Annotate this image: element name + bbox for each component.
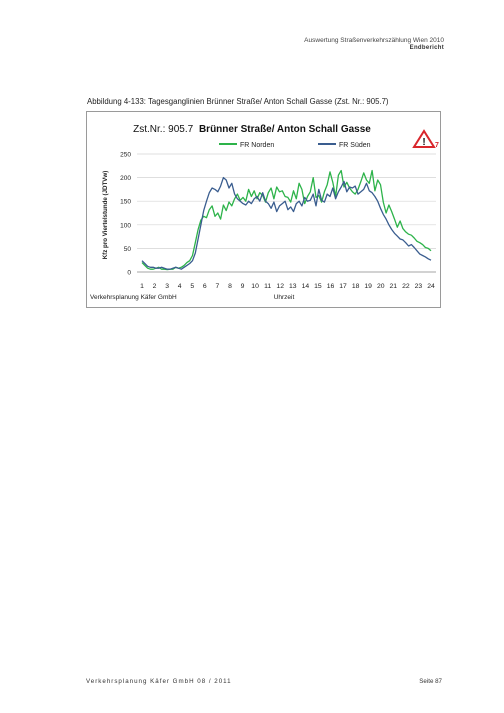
warning-triangle-icon: !	[412, 129, 436, 148]
footer-page-number: Seite 87	[419, 678, 442, 685]
x-tick-label: 18	[352, 283, 360, 290]
legend-label-norden: FR Norden	[240, 142, 274, 149]
svg-text:!: !	[422, 137, 425, 148]
x-tick-label: 11	[264, 283, 271, 290]
series-line-fr-sueden	[141, 176, 432, 270]
series-line-fr-norden	[141, 169, 432, 271]
page-header-subtitle: Endbericht	[409, 45, 444, 51]
y-tick-label: 250	[120, 152, 131, 159]
x-tick-label: 24	[427, 283, 435, 290]
page-header-title: Auswertung Straßenverkehrszählung Wien 2…	[304, 37, 444, 44]
y-axis-label: Kfz pro Viertelstunde (JDTVw)	[102, 171, 109, 260]
x-tick-label: 7	[216, 283, 220, 290]
x-tick-label: 17	[339, 283, 347, 290]
x-tick-label: 21	[390, 283, 398, 290]
chart-title: Zst.Nr.: 905.7 Brünner Straße/ Anton Sch…	[133, 124, 371, 135]
chart-title-bold: Brünner Straße/ Anton Schall Gasse	[199, 124, 371, 135]
x-axis-label: Uhrzeit	[274, 294, 295, 301]
figure-caption: Abbildung 4-133: Tagesganglinien Brünner…	[87, 97, 389, 106]
footer-company: Verkehrsplanung Käfer GmbH 08 / 2011	[86, 678, 232, 685]
x-tick-label: 15	[314, 283, 322, 290]
y-tick-label: 150	[120, 199, 131, 206]
x-tick-label: 4	[178, 283, 182, 290]
x-tick-label: 20	[377, 283, 385, 290]
x-tick-label: 5	[190, 283, 194, 290]
x-tick-label: 12	[276, 283, 284, 290]
series-layer	[141, 169, 432, 271]
warning-badge-number: 7	[435, 142, 439, 149]
legend-label-sueden: FR Süden	[339, 142, 371, 149]
x-tick-label: 8	[228, 283, 232, 290]
x-tick-label: 3	[165, 283, 169, 290]
x-tick-label: 19	[364, 283, 372, 290]
chart-title-prefix: Zst.Nr.: 905.7	[133, 124, 193, 135]
x-tick-label: 10	[251, 283, 259, 290]
x-tick-label: 13	[289, 283, 297, 290]
x-tick-label: 22	[402, 283, 410, 290]
chart-source-label: Verkehrsplanung Käfer GmbH	[90, 294, 177, 301]
chart-figure: Zst.Nr.: 905.7 Brünner Straße/ Anton Sch…	[86, 111, 441, 308]
x-tick-label: 14	[302, 283, 310, 290]
x-tick-label: 2	[153, 283, 157, 290]
y-tick-label: 200	[120, 175, 131, 182]
y-tick-label: 100	[120, 222, 131, 229]
y-tick-label: 50	[124, 246, 132, 253]
y-tick-label: 0	[127, 270, 131, 277]
x-tick-label: 9	[241, 283, 245, 290]
chart-svg: Zst.Nr.: 905.7 Brünner Straße/ Anton Sch…	[90, 124, 439, 301]
grid-layer	[137, 153, 436, 273]
x-tick-label: 1	[140, 283, 144, 290]
chart-legend: FR Norden FR Süden	[219, 142, 371, 149]
x-tick-label: 16	[327, 283, 335, 290]
x-tick-label: 23	[415, 283, 423, 290]
x-tick-label: 6	[203, 283, 207, 290]
